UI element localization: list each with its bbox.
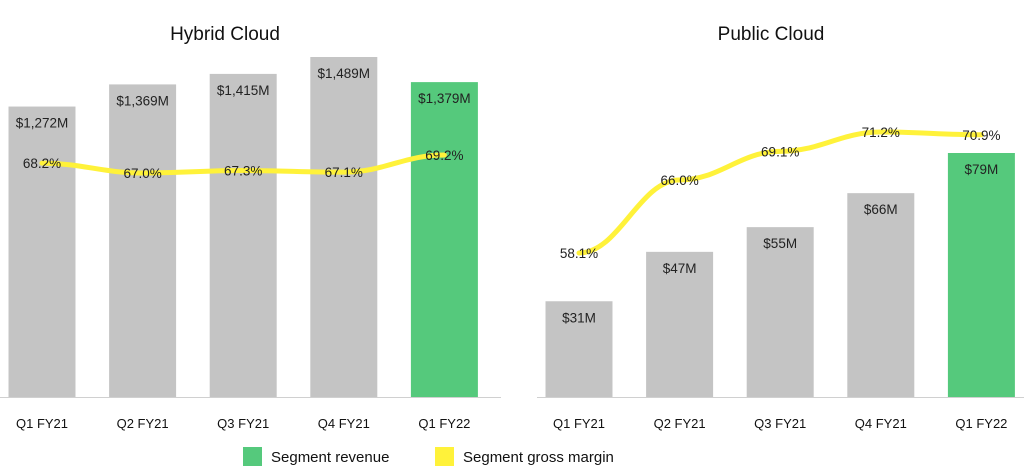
gross-margin-label-q2-fy21: 66.0% — [660, 173, 698, 188]
category-label-q1-fy21: Q1 FY21 — [553, 416, 605, 431]
category-label-q1-fy22: Q1 FY22 — [955, 416, 1007, 431]
chart-title-hybrid-cloud: Hybrid Cloud — [170, 24, 280, 45]
gross-margin-label-q3-fy21: 67.3% — [224, 164, 262, 179]
revenue-bar-q4-fy21 — [310, 57, 378, 397]
revenue-label-q3-fy21: $1,415M — [217, 83, 270, 98]
revenue-label-q4-fy21: $1,489M — [318, 66, 371, 81]
revenue-bar-q3-fy21 — [746, 227, 814, 397]
category-label-q1-fy22: Q1 FY22 — [418, 416, 470, 431]
revenue-bar-q1-fy21 — [545, 301, 613, 397]
gross-margin-label-q2-fy21: 67.0% — [123, 166, 161, 181]
revenue-label-q2-fy21: $47M — [663, 261, 697, 276]
category-label-q4-fy21: Q4 FY21 — [855, 416, 907, 431]
revenue-bar-q2-fy21 — [646, 251, 714, 397]
gross-margin-label-q1-fy21: 58.1% — [560, 246, 598, 261]
legend-swatch-segment-gross-margin — [435, 447, 454, 466]
chart-title-public-cloud: Public Cloud — [718, 24, 825, 45]
revenue-label-q1-fy21: $1,272M — [16, 116, 69, 131]
gross-margin-label-q4-fy21: 67.1% — [325, 165, 363, 180]
legend-label-segment-gross-margin: Segment gross margin — [463, 449, 614, 466]
category-label-q3-fy21: Q3 FY21 — [754, 416, 806, 431]
hybrid-cloud-chart: Hybrid Cloud $1,272M $1,369M $1,415M $1,489… — [0, 24, 501, 431]
gross-margin-label-q1-fy22: 69.2% — [425, 148, 463, 163]
legend-label-segment-revenue: Segment revenue — [271, 449, 389, 466]
revenue-label-q1-fy22: $79M — [965, 162, 999, 177]
category-label-q2-fy21: Q2 FY21 — [654, 416, 706, 431]
category-label-q1-fy21: Q1 FY21 — [16, 416, 68, 431]
revenue-label-q1-fy22: $1,379M — [418, 91, 471, 106]
gross-margin-label-q1-fy22: 70.9% — [962, 128, 1000, 143]
revenue-label-q3-fy21: $55M — [763, 236, 797, 251]
revenue-label-q2-fy21: $1,369M — [116, 93, 169, 108]
revenue-bar-q2-fy21 — [109, 84, 177, 397]
gross-margin-line — [39, 152, 447, 176]
gross-margin-line — [576, 129, 984, 256]
category-label-q2-fy21: Q2 FY21 — [117, 416, 169, 431]
revenue-bar-q4-fy21 — [847, 193, 915, 397]
revenue-bar-q1-fy22 — [410, 82, 478, 398]
legend-swatch-segment-revenue — [243, 447, 262, 466]
revenue-label-q4-fy21: $66M — [864, 202, 898, 217]
legend: Segment revenue Segment gross margin — [243, 447, 614, 466]
category-label-q4-fy21: Q4 FY21 — [318, 416, 370, 431]
public-cloud-chart: Public Cloud $31M $47M $55M $66M $79M Q1 FY21… — [537, 24, 1024, 431]
gross-margin-label-q4-fy21: 71.2% — [862, 125, 900, 140]
revenue-bar-q3-fy21 — [209, 73, 277, 397]
category-label-q3-fy21: Q3 FY21 — [217, 416, 269, 431]
revenue-bar-q1-fy21 — [8, 106, 76, 397]
gross-margin-label-q3-fy21: 69.1% — [761, 144, 799, 159]
revenue-label-q1-fy21: $31M — [562, 310, 596, 325]
gross-margin-label-q1-fy21: 68.2% — [23, 156, 61, 171]
revenue-bar-q1-fy22 — [947, 153, 1015, 397]
